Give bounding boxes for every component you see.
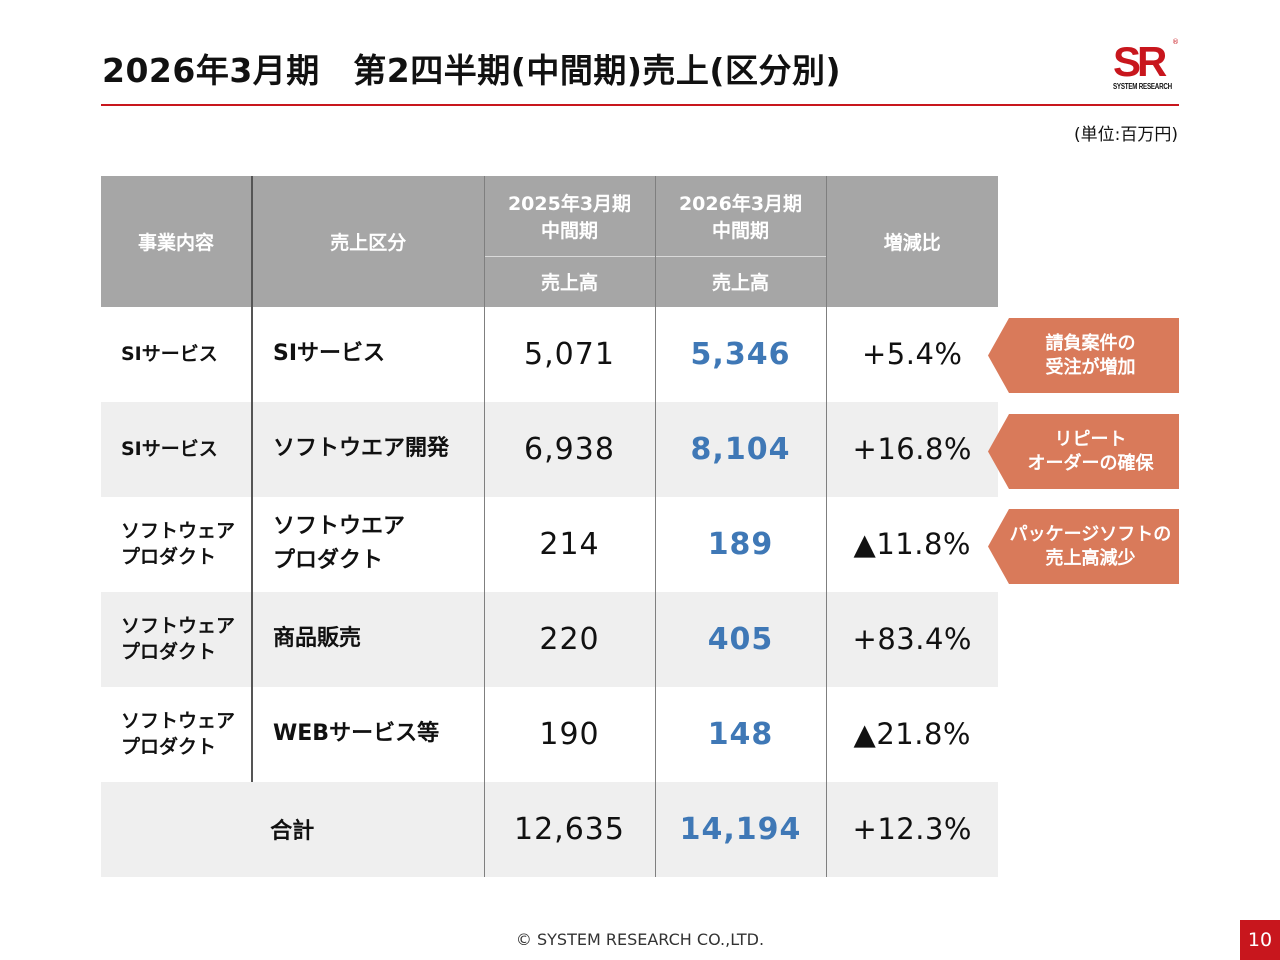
note-line1: 請負案件の [1045, 332, 1136, 354]
cell-change: +83.4% [825, 591, 998, 687]
note-line1: リピート [1054, 428, 1127, 450]
page-title: 2026年3月期 第2四半期(中間期)売上(区分別) [102, 51, 842, 90]
category-line1: 商品販売 [273, 626, 362, 651]
cell-change: +16.8% [825, 401, 998, 497]
title-divider [101, 104, 1179, 106]
business-line2: プロダクト [121, 641, 217, 663]
business-line1: ソフトウェア [121, 615, 236, 637]
category-line1: ソフトウエア開発 [273, 436, 450, 461]
note-callout: 請負案件の 受注が増加 [988, 318, 1179, 393]
cell-cur-sales: 8,104 [654, 401, 826, 497]
table-row: ソフトウェア プロダクト 商品販売 220 405 +83.4% [101, 591, 998, 687]
header-prev-period-line1: 2025年3月期 [507, 192, 632, 215]
table-row: ソフトウェア プロダクト ソフトウエア プロダクト 214 189 ▲11.8% [101, 496, 998, 592]
category-line1: SIサービス [273, 341, 386, 366]
page-number: 10 [1240, 920, 1280, 960]
logo-mark: SR [1113, 38, 1167, 85]
note-line2: 受注が増加 [1045, 356, 1136, 378]
company-logo: SR ® SYSTEM RESEARCH [1113, 38, 1179, 92]
cell-prev-sales: 190 [483, 686, 655, 782]
cell-prev-sales: 214 [483, 496, 655, 592]
note-callout: リピート オーダーの確保 [988, 414, 1179, 489]
cell-prev-sales: 6,938 [483, 401, 655, 497]
category-line1: WEBサービス等 [273, 721, 440, 746]
cell-business: ソフトウェア プロダクト [101, 496, 252, 592]
table-row: SIサービス ソフトウエア開発 6,938 8,104 +16.8% [101, 401, 998, 497]
total-change: +12.3% [825, 781, 998, 877]
header-prev-period-line2: 中間期 [540, 219, 598, 242]
copyright-footer: © SYSTEM RESEARCH CO.,LTD. [515, 930, 765, 949]
cell-category: ソフトウエア開発 [251, 401, 484, 497]
header-category: 売上区分 [251, 176, 484, 307]
note-line2: 売上高減少 [1045, 547, 1136, 569]
note-callout: パッケージソフトの 売上高減少 [988, 509, 1179, 584]
cell-cur-sales: 189 [654, 496, 826, 592]
business-line2: プロダクト [121, 736, 217, 758]
business-line1: SIサービス [121, 438, 218, 460]
business-line1: SIサービス [121, 343, 218, 365]
sales-table: 事業内容 売上区分 2025年3月期 中間期 2026年3月期 中間期 増減比 … [101, 176, 998, 877]
business-line1: ソフトウェア [121, 710, 236, 732]
logo-company-name: SYSTEM RESEARCH [1113, 82, 1172, 91]
cell-change: +5.4% [825, 306, 998, 402]
header-business: 事業内容 [101, 176, 252, 307]
business-line2: プロダクト [121, 546, 217, 568]
cell-category: WEBサービス等 [251, 686, 484, 782]
cell-category: ソフトウエア プロダクト [251, 496, 484, 592]
header-cur-period-line1: 2026年3月期 [678, 192, 803, 215]
table-row: SIサービス SIサービス 5,071 5,346 +5.4% [101, 306, 998, 402]
cell-cur-sales: 148 [654, 686, 826, 782]
cell-business: ソフトウェア プロダクト [101, 591, 252, 687]
cell-prev-sales: 220 [483, 591, 655, 687]
note-line1: パッケージソフトの [1009, 523, 1172, 545]
header-cur-period-line2: 中間期 [711, 219, 769, 242]
total-label: 合計 [101, 781, 484, 877]
table-header-row: 事業内容 売上区分 2025年3月期 中間期 2026年3月期 中間期 増減比 [101, 176, 998, 307]
total-row: 合計 12,635 14,194 +12.3% [101, 781, 998, 877]
header-cur-period: 2026年3月期 中間期 [654, 176, 826, 256]
header-prev-sales: 売上高 [483, 255, 655, 307]
header-cur-sales: 売上高 [654, 255, 826, 307]
cell-category: SIサービス [251, 306, 484, 402]
cell-prev-sales: 5,071 [483, 306, 655, 402]
note-line2: オーダーの確保 [1027, 452, 1154, 474]
total-cur-sales: 14,194 [654, 781, 826, 877]
header-prev-period: 2025年3月期 中間期 [483, 176, 655, 256]
category-line2: プロダクト [273, 548, 384, 573]
cell-business: ソフトウェア プロダクト [101, 686, 252, 782]
cell-change: ▲11.8% [825, 496, 998, 592]
header-change: 増減比 [825, 176, 998, 307]
table-row: ソフトウェア プロダクト WEBサービス等 190 148 ▲21.8% [101, 686, 998, 782]
registered-mark: ® [1172, 38, 1179, 46]
cell-category: 商品販売 [251, 591, 484, 687]
cell-cur-sales: 5,346 [654, 306, 826, 402]
business-line1: ソフトウェア [121, 520, 236, 542]
total-prev-sales: 12,635 [483, 781, 655, 877]
cell-cur-sales: 405 [654, 591, 826, 687]
cell-business: SIサービス [101, 401, 252, 497]
cell-business: SIサービス [101, 306, 252, 402]
unit-label: (単位:百万円) [1074, 125, 1178, 145]
cell-change: ▲21.8% [825, 686, 998, 782]
category-line1: ソフトウエア [273, 514, 406, 539]
